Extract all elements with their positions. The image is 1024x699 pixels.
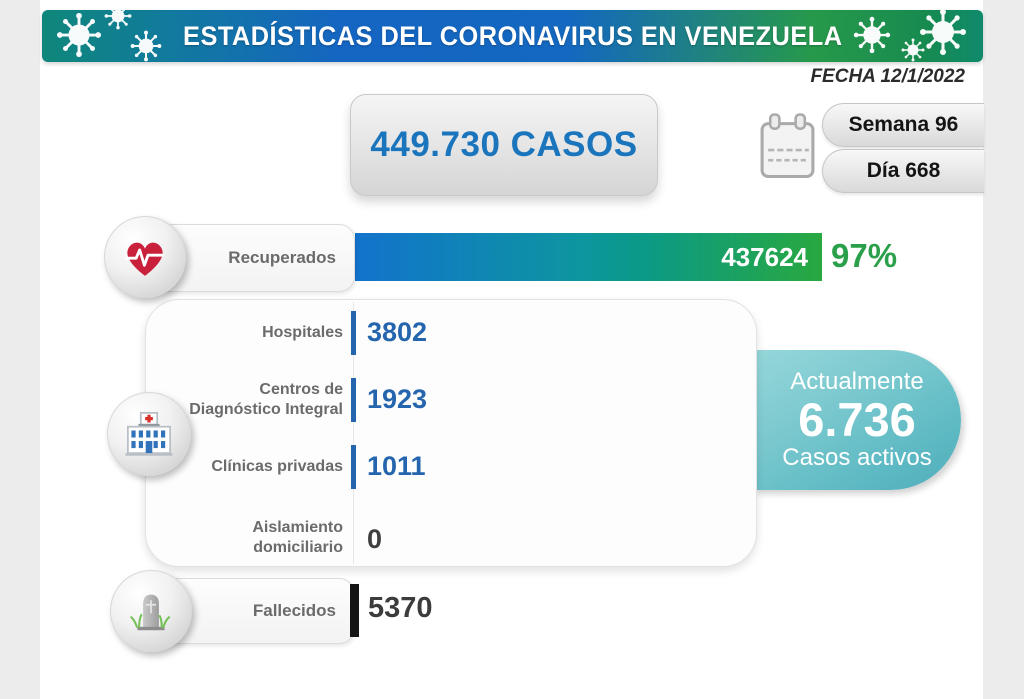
coronavirus-icon xyxy=(130,30,162,62)
divider-line xyxy=(353,302,354,564)
day-label: Día 668 xyxy=(866,159,941,182)
active-cases-value: 6.736 xyxy=(798,393,916,446)
coronavirus-icon xyxy=(104,10,132,30)
coronavirus-icon xyxy=(56,12,102,58)
calendar-icon xyxy=(760,113,815,179)
right-margin-band xyxy=(983,0,1024,699)
coronavirus-icon xyxy=(853,16,891,54)
week-label: Semana 96 xyxy=(848,113,959,136)
row-label-hospitales: Hospitales xyxy=(262,324,343,341)
row-value-clinicas: 1011 xyxy=(367,451,426,481)
facilities-panel: Hospitales 3802 Centros de Diagnóstico I… xyxy=(145,299,757,567)
tombstone-icon xyxy=(130,594,171,631)
total-cases-value: 449.730 CASOS xyxy=(370,125,638,164)
hospital-building-icon xyxy=(125,411,173,456)
tombstone-badge xyxy=(110,570,192,652)
day-pill: Día 668 xyxy=(822,149,984,193)
row-label-clinicas: Clínicas privadas xyxy=(211,458,343,475)
hospital-badge xyxy=(107,392,191,476)
heart-pulse-icon xyxy=(125,242,164,276)
page-title: ESTADÍSTICAS DEL CORONAVIRUS EN VENEZUEL… xyxy=(182,20,843,51)
row-label-cdi: Centros de Diagnóstico Integral xyxy=(189,381,343,418)
deceased-label: Fallecidos xyxy=(252,601,336,620)
row-tick xyxy=(351,378,356,422)
deceased-value: 5370 xyxy=(368,592,433,624)
coronavirus-icon xyxy=(901,38,925,62)
active-cases-box: Actualmente 6.736 Casos activos xyxy=(753,350,961,490)
recovered-label: Recuperados xyxy=(228,248,336,267)
coronavirus-icon xyxy=(919,10,967,56)
recovered-bar: 437624 xyxy=(355,233,822,281)
heart-badge xyxy=(104,216,186,298)
active-cases-caption-bottom: Casos activos xyxy=(782,444,932,471)
row-label-aislamiento: Aislamiento domiciliario xyxy=(252,519,343,556)
left-margin-band xyxy=(0,0,40,699)
row-tick xyxy=(351,445,356,489)
total-cases-box: 449.730 CASOS xyxy=(350,94,658,196)
active-cases-caption-top: Actualmente xyxy=(790,368,924,395)
row-value-hospitales: 3802 xyxy=(367,317,428,347)
row-value-cdi: 1923 xyxy=(367,384,428,414)
deceased-tick xyxy=(350,584,359,637)
week-pill: Semana 96 xyxy=(822,103,984,147)
date-label: FECHA 12/1/2022 xyxy=(810,66,965,87)
recovered-value: 437624 xyxy=(721,241,808,272)
header-banner: ESTADÍSTICAS DEL CORONAVIRUS EN VENEZUEL… xyxy=(42,10,983,62)
row-tick xyxy=(351,311,356,355)
recovered-percent: 97% xyxy=(831,237,898,274)
row-value-aislamiento: 0 xyxy=(367,524,383,554)
